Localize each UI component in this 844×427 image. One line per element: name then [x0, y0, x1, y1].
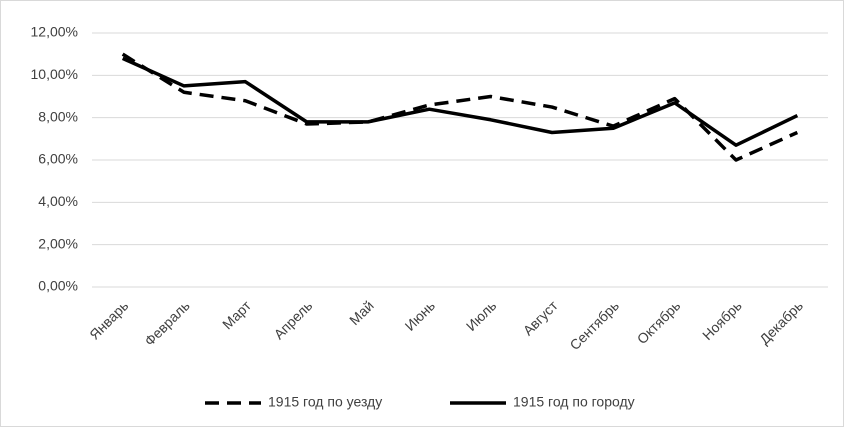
y-tick-label: 8,00%	[38, 108, 78, 124]
legend-label: 1915 год по городу	[513, 394, 635, 410]
y-tick-label: 10,00%	[31, 66, 78, 82]
y-tick-label: 4,00%	[38, 193, 78, 209]
series-line	[121, 56, 799, 147]
y-tick-label: 12,00%	[31, 24, 78, 40]
y-tick-label: 0,00%	[38, 278, 78, 294]
y-tick-label: 6,00%	[38, 151, 78, 167]
y-tick-label: 2,00%	[38, 235, 78, 251]
legend-label: 1915 год по уезду	[268, 394, 382, 410]
